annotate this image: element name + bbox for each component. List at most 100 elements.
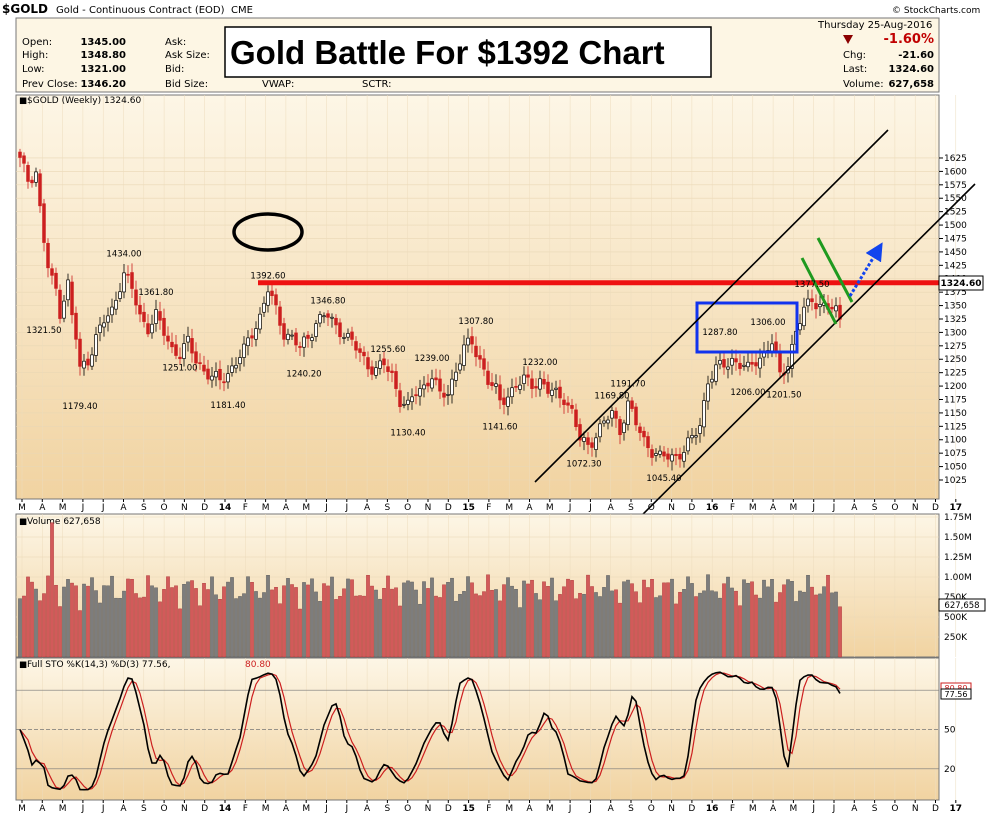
chart-title: Gold Battle For $1392 Chart xyxy=(230,34,665,71)
volume-bar xyxy=(254,591,258,658)
x-tick-label: A xyxy=(364,503,371,513)
x-tick-label: J xyxy=(324,804,328,814)
candle-body xyxy=(202,364,206,372)
volume-bar xyxy=(214,594,218,658)
volume-bar xyxy=(606,575,610,658)
breakout-arrow xyxy=(848,242,883,297)
x-tick-label: S xyxy=(872,503,878,513)
x-tick-label: F xyxy=(730,503,735,513)
candle-body xyxy=(338,322,342,338)
candle-body xyxy=(358,348,362,353)
peak-label: 1255.60 xyxy=(370,345,405,355)
volume-bar xyxy=(242,593,246,658)
volume-bar xyxy=(66,579,70,658)
x-tick-label: F xyxy=(486,503,491,513)
candle-body xyxy=(578,424,582,441)
sto-legend: Full STO %K(14,3) %D(3) 77.56, xyxy=(27,660,171,670)
volume-bar xyxy=(522,580,526,658)
volume-bar xyxy=(778,592,782,658)
sto-lines xyxy=(19,671,841,791)
quote-label: Ask Size: xyxy=(165,50,210,61)
price-legend-marker: ■ xyxy=(19,96,27,106)
candle-body xyxy=(638,426,642,433)
quote-value: 1321.00 xyxy=(80,64,126,75)
candle-body xyxy=(478,355,482,360)
volume-bar xyxy=(230,577,234,658)
peak-label: 1141.60 xyxy=(482,422,517,432)
candle-body xyxy=(50,268,54,276)
candle-body xyxy=(438,378,442,392)
volume-bar xyxy=(354,595,358,658)
sto-legend-marker: ■ xyxy=(19,660,27,670)
candle-body xyxy=(586,437,590,445)
volume-bar xyxy=(766,586,770,658)
volume-bar xyxy=(838,606,842,658)
volume-bar xyxy=(770,579,774,658)
candle-body xyxy=(494,383,498,387)
candle-body xyxy=(754,362,758,367)
volume-bar xyxy=(86,585,90,658)
x-tick-label: J xyxy=(832,503,836,513)
y-tick-label: 1325 xyxy=(944,315,967,325)
volume-bar xyxy=(330,576,334,658)
candle-body xyxy=(802,306,806,327)
x-tick-label: O xyxy=(891,503,898,513)
volume-bar xyxy=(298,608,302,658)
x-tick-label: N xyxy=(912,804,919,814)
candle-body xyxy=(522,374,526,384)
volume-bar xyxy=(562,586,566,658)
volume-bar xyxy=(122,590,126,658)
candle-body xyxy=(686,437,690,452)
quote-value: 1346.20 xyxy=(80,79,126,90)
candle-body xyxy=(258,313,262,330)
candle-body xyxy=(594,437,598,450)
x-tick-label: O xyxy=(648,503,655,513)
green-trend-right xyxy=(816,237,854,303)
x-tick-label: J xyxy=(344,804,348,814)
candle-body xyxy=(430,378,434,389)
volume-bar xyxy=(794,601,798,658)
peak-label: 1346.80 xyxy=(310,296,345,306)
candle-body xyxy=(350,331,354,340)
candle-body xyxy=(694,435,698,438)
candle-body xyxy=(34,171,38,183)
x-tick-label: O xyxy=(404,503,411,513)
quote-values: 1345.00 1348.80 1321.00 1346.20 xyxy=(80,37,126,90)
annotation-overlays xyxy=(232,129,976,535)
x-tick-label: M xyxy=(505,804,513,814)
x-tick-label: A xyxy=(526,804,533,814)
candle-body xyxy=(366,357,370,370)
candle-body xyxy=(546,381,550,394)
price-legend: $GOLD (Weekly) 1324.60 xyxy=(27,96,141,106)
x-tick-label: J xyxy=(811,503,815,513)
volume-bar xyxy=(550,577,554,658)
x-tick-label: A xyxy=(120,804,127,814)
candle-body xyxy=(422,384,426,390)
header: $GOLD Gold - Continuous Contract (EOD) C… xyxy=(2,2,980,93)
volume-bar xyxy=(750,581,754,658)
x-tick-label: D xyxy=(932,503,939,513)
candle-body xyxy=(62,300,66,319)
volume-bar xyxy=(26,576,30,658)
candle-body xyxy=(562,399,566,405)
volume-bar xyxy=(138,597,142,658)
candle-body xyxy=(262,302,266,313)
peak-label: 1130.40 xyxy=(390,428,425,438)
x-tick-label: M xyxy=(546,503,554,513)
volume-bar xyxy=(670,578,674,658)
volume-bar xyxy=(210,576,214,658)
candle-body xyxy=(730,358,734,366)
candle-body xyxy=(94,334,98,356)
x-tick-label: M xyxy=(749,503,757,513)
x-tick-label: D xyxy=(445,804,452,814)
volume-bar xyxy=(146,575,150,658)
volume-bar xyxy=(530,579,534,658)
volume-bar xyxy=(262,592,266,658)
volume-bar xyxy=(730,587,734,658)
volume-bar xyxy=(686,576,690,658)
volume-bar xyxy=(542,581,546,658)
candle-body xyxy=(778,353,782,373)
volume-bar xyxy=(434,595,438,658)
volume-bar xyxy=(310,578,314,658)
volume-bar xyxy=(738,605,742,658)
